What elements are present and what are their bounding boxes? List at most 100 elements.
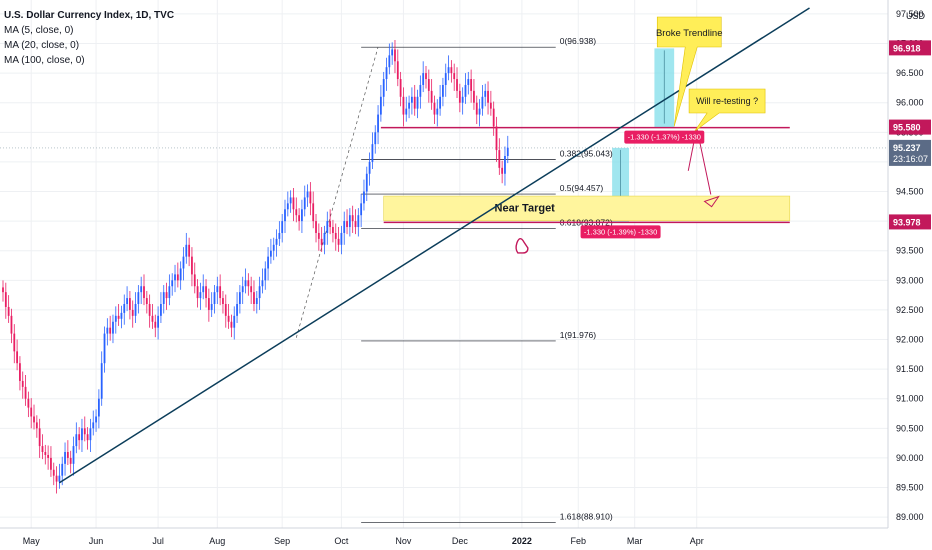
candle-body <box>286 203 289 210</box>
candle-body <box>453 73 456 80</box>
candle-body <box>442 84 444 97</box>
y-tick-label: 93.500 <box>896 246 924 256</box>
candle-body <box>253 292 255 304</box>
fib-level-label: 0.382(95.043) <box>560 148 613 158</box>
candle-body <box>162 292 165 304</box>
candle-body <box>348 215 351 228</box>
price-axis-label: 96.918 <box>893 43 921 53</box>
y-tick-label: 89.500 <box>896 483 924 493</box>
candle-body <box>447 67 450 74</box>
candle-body <box>289 197 292 204</box>
candle-body <box>433 102 436 115</box>
candle-body <box>69 457 72 464</box>
candle-body <box>360 203 363 216</box>
candle-body <box>363 191 365 204</box>
x-tick-label: Dec <box>452 536 469 546</box>
candle-body <box>38 428 41 447</box>
ma-5-legend: MA (5, close, 0) <box>4 25 74 36</box>
candle-body <box>188 244 191 257</box>
candle-body <box>100 363 103 399</box>
candle-body <box>21 380 24 387</box>
candle-body <box>244 280 247 287</box>
candle-body <box>394 49 396 62</box>
candle-body <box>498 150 501 168</box>
candle-body <box>506 147 509 156</box>
candle-body <box>379 96 382 115</box>
candle-body <box>19 363 21 381</box>
price-axis-label-bg <box>889 40 931 56</box>
candle-body <box>323 232 326 245</box>
candle-body <box>399 79 402 97</box>
candle-body <box>450 67 453 74</box>
candle-body <box>284 209 286 222</box>
fib-level-label: 1.618(88.910) <box>560 511 613 521</box>
candle-body <box>140 286 143 293</box>
candle-body <box>86 434 89 441</box>
current-price-label-bg <box>889 139 931 166</box>
candle-body <box>385 67 388 80</box>
candle-body <box>81 428 83 441</box>
candle-body <box>270 250 272 257</box>
near-target-label: Near Target <box>495 203 556 215</box>
y-tick-label: 96.500 <box>896 68 924 78</box>
x-tick-label: 2022 <box>512 536 532 546</box>
currency-unit: USD <box>906 11 926 21</box>
candle-body <box>112 321 114 334</box>
current-price-label: 95.237 <box>893 143 921 153</box>
candle-body <box>382 79 385 97</box>
measure-label-bg <box>624 130 705 144</box>
candle-body <box>236 304 238 316</box>
y-tick-label: 96.000 <box>896 98 924 108</box>
candle-body <box>230 321 233 328</box>
candle-body <box>185 244 188 257</box>
swing-dashed-line <box>295 46 379 338</box>
y-tick-label: 93.000 <box>896 275 924 285</box>
x-tick-label: Oct <box>334 536 349 546</box>
candle-body <box>27 398 30 408</box>
candle-body <box>261 280 264 287</box>
candle-body <box>470 79 473 91</box>
candle-body <box>487 90 489 103</box>
candle-body <box>219 286 222 299</box>
candle-body <box>326 221 329 233</box>
candle-body <box>131 309 134 316</box>
candle-body <box>165 292 168 299</box>
candle-body <box>174 274 176 281</box>
candle-body <box>484 90 487 97</box>
retest-text: Will re-testing ? <box>696 96 758 106</box>
y-tick-label: 92.500 <box>896 305 924 315</box>
candle-body <box>160 304 162 316</box>
candle-body <box>411 96 413 103</box>
candle-body <box>343 221 346 233</box>
candle-body <box>374 132 377 145</box>
candle-body <box>182 256 185 269</box>
candle-body <box>340 232 343 245</box>
candle-body <box>30 407 33 417</box>
candle-body <box>281 221 284 233</box>
price-axis-label-bg <box>889 119 931 135</box>
candle-body <box>61 463 64 476</box>
candle-body <box>501 167 504 174</box>
candle-body <box>430 90 433 103</box>
candle-body <box>227 315 230 322</box>
candle-body <box>222 298 224 304</box>
candle-body <box>405 108 408 115</box>
x-tick-label: Apr <box>690 536 704 546</box>
measure-label: -1.330 (-1.39%) -1330 <box>584 227 657 236</box>
measure-label-bg <box>580 225 661 239</box>
candle-body <box>320 238 323 245</box>
x-tick-label: Aug <box>209 536 225 546</box>
bar-countdown: 23:16:07 <box>893 154 928 164</box>
candle-body <box>247 280 250 287</box>
near-target-zone[interactable] <box>383 195 791 222</box>
chart-legend: U.S. Dollar Currency Index, 1D, TVC MA (… <box>4 8 174 68</box>
x-tick-label: Sep <box>274 536 290 546</box>
candle-body <box>47 454 50 458</box>
candle-body <box>377 114 379 133</box>
candle-body <box>129 298 131 310</box>
candle-body <box>202 286 205 293</box>
candle-body <box>106 327 109 334</box>
x-tick-label: May <box>23 536 41 546</box>
candle-body <box>306 191 309 198</box>
